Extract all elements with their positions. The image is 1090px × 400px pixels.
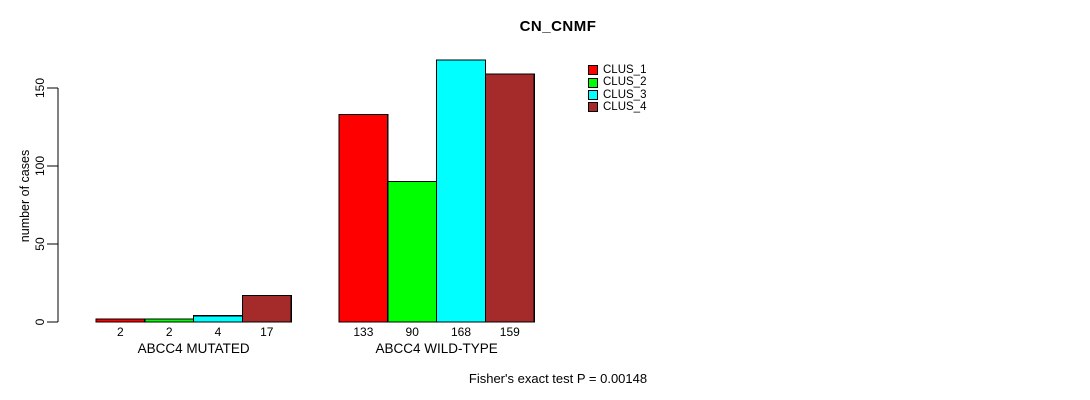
bar-clus-4-abcc4-wild-type [484, 73, 535, 323]
y-tick-label: 150 [33, 78, 47, 98]
bar-clus-1-abcc4-mutated [95, 318, 146, 323]
bar-value-label: 159 [500, 325, 520, 339]
legend-label: CLUS_3 [603, 88, 647, 101]
group-label-abcc4-mutated: ABCC4 MUTATED [138, 341, 250, 356]
y-tick-label: 50 [33, 237, 47, 251]
legend-swatch-clus_2 [588, 77, 598, 88]
legend-item: CLUS_4 [588, 101, 646, 113]
legend: CLUS_1 CLUS_2 CLUS_3 CLUS_4 [588, 64, 646, 114]
fisher-test-note: Fisher's exact test P = 0.00148 [468, 371, 648, 386]
legend-swatch-clus_4 [588, 102, 598, 113]
legend-label: CLUS_2 [603, 76, 647, 89]
bar-value-label: 17 [260, 325, 274, 339]
bar-value-label: 2 [117, 325, 124, 339]
bar-clus-3-abcc4-wild-type [436, 59, 487, 323]
legend-label: CLUS_4 [603, 101, 647, 114]
legend-swatch-clus_3 [588, 89, 598, 100]
legend-item: CLUS_2 [588, 76, 646, 88]
chart-title: CN_CNMF [519, 18, 597, 35]
legend-item: CLUS_3 [588, 89, 646, 101]
y-tick-label: 100 [33, 156, 47, 176]
bar-value-label: 168 [451, 325, 471, 339]
bar-value-label: 4 [215, 325, 222, 339]
bar-value-label: 2 [166, 325, 173, 339]
group-label-abcc4-wild-type: ABCC4 WILD-TYPE [375, 341, 497, 356]
legend-label: CLUS_1 [603, 64, 647, 76]
y-tick-label: 0 [33, 318, 47, 325]
bar-clus-3-abcc4-mutated [193, 315, 244, 323]
bar-clus-4-abcc4-mutated [241, 294, 292, 323]
bar-value-label: 133 [353, 325, 373, 339]
bar-clus-2-abcc4-wild-type [387, 181, 438, 323]
bar-clus-1-abcc4-wild-type [338, 113, 389, 323]
legend-swatch-clus_1 [588, 65, 598, 76]
legend-item: CLUS_1 [588, 64, 646, 76]
y-axis-label: number of cases [18, 149, 32, 243]
bar-value-label: 90 [406, 325, 420, 339]
bar-clus-2-abcc4-mutated [144, 318, 195, 323]
